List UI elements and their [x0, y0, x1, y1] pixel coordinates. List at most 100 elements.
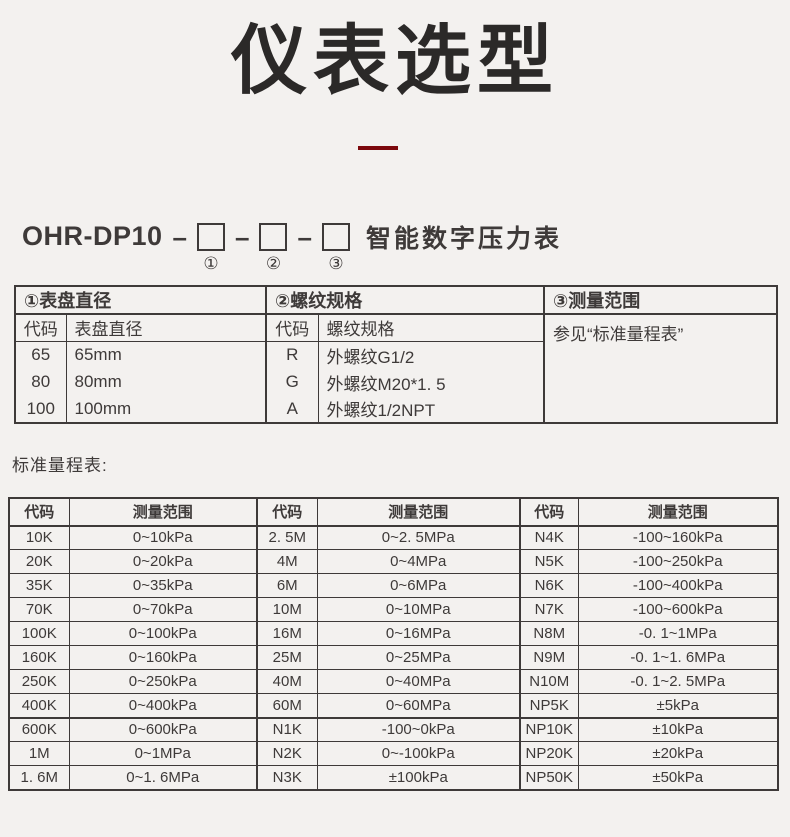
code-cell: 60M — [257, 693, 318, 719]
range-table-row: 20K 0~20kPa 4M 0~4MPa N5K -100~250kPa — [9, 549, 778, 575]
range-cell: -100~400kPa — [578, 573, 778, 599]
range-table-caption: 标准量程表: — [12, 455, 108, 475]
code-cell: A — [266, 395, 319, 423]
code-cell: N10M — [520, 669, 579, 695]
code-cell: N2K — [257, 741, 318, 767]
range-cell: 0~400kPa — [69, 693, 258, 719]
code-cell: N7K — [520, 597, 579, 623]
range-table-row: 160K 0~160kPa 25M 0~25MPa N9M -0. 1~1. 6… — [9, 645, 778, 671]
model-slot-2: ② — [259, 222, 288, 272]
code-cell: 4M — [257, 549, 318, 575]
code-cell: 80 — [15, 368, 67, 396]
code-cell: NP50K — [520, 765, 579, 790]
range-table-row: 1. 6M 0~1. 6MPa N3K ±100kPa NP50K ±50kPa — [9, 765, 778, 790]
range-cell: -100~600kPa — [578, 597, 778, 623]
range-cell: 0~2. 5MPa — [317, 525, 521, 551]
code-cell: G — [266, 368, 319, 396]
range-cell: 0~60MPa — [317, 693, 521, 719]
range-cell: -0. 1~1MPa — [578, 621, 778, 647]
page-title: 仪表选型 — [231, 19, 559, 104]
range-cell: 0~1. 6MPa — [69, 765, 258, 790]
code-cell: N8M — [520, 621, 579, 647]
model-prefix: OHR-DP10 — [22, 221, 163, 252]
model-slot-1: ① — [197, 222, 225, 272]
code-cell: 10K — [9, 525, 70, 551]
code-cell: 10M — [257, 597, 318, 623]
code-cell: 250K — [9, 669, 70, 695]
code-column-header: 代码 — [9, 497, 70, 527]
range-cell: ±10kPa — [578, 716, 778, 743]
code-cell: 20K — [9, 549, 70, 575]
code-cell: 100K — [9, 621, 70, 647]
slot-marker-1: ① — [203, 253, 219, 273]
range-cell: 0~25MPa — [317, 645, 521, 671]
selection-table: ①表盘直径 ②螺纹规格 ③测量范围 代码 表盘直径 代码 螺纹规格 参见“标准量… — [14, 284, 778, 424]
range-table-row: 1M 0~1MPa N2K 0~-100kPa NP20K ±20kPa — [9, 741, 778, 767]
code-cell: N4K — [520, 525, 579, 551]
selection-table-header-row: ①表盘直径 ②螺纹规格 ③测量范围 — [15, 285, 777, 315]
code-cell: 65 — [15, 341, 67, 369]
range-table-row: 70K 0~70kPa 10M 0~10MPa N7K -100~600kPa — [9, 597, 778, 623]
section1-code-header: 代码 — [15, 313, 67, 343]
range-cell: 0~1MPa — [69, 741, 258, 767]
range-column-header: 测量范围 — [578, 497, 778, 527]
range-cell: ±100kPa — [317, 765, 521, 790]
option-box-3 — [321, 222, 350, 251]
section2-code-header: 代码 — [266, 313, 319, 343]
value-cell: 外螺纹M20*1. 5 — [318, 368, 545, 396]
range-cell: -100~160kPa — [578, 525, 778, 551]
code-cell: N1K — [257, 716, 318, 743]
code-cell: NP20K — [520, 741, 579, 767]
value-cell: 65mm — [66, 341, 267, 369]
range-cell: 0~20kPa — [69, 549, 258, 575]
range-cell: 0~40MPa — [317, 669, 521, 695]
code-cell: 35K — [9, 573, 70, 599]
code-cell: N5K — [520, 549, 579, 575]
code-cell: NP5K — [520, 693, 579, 719]
range-table-row: 35K 0~35kPa 6M 0~6MPa N6K -100~400kPa — [9, 573, 778, 599]
code-cell: 400K — [9, 693, 70, 719]
code-cell: 100 — [15, 395, 67, 423]
section3-note: 参见“标准量程表” — [553, 324, 684, 344]
code-cell: R — [266, 341, 319, 369]
range-cell: ±50kPa — [652, 768, 704, 786]
range-cell: 0~160kPa — [69, 645, 258, 671]
range-column-header: 测量范围 — [317, 497, 521, 527]
model-slot-3: ③ — [321, 222, 350, 272]
range-cell: 0~100kPa — [69, 621, 258, 647]
model-name: 智能数字压力表 — [365, 224, 562, 253]
dash-separator: – — [297, 221, 312, 252]
range-cell: 0~35kPa — [69, 573, 258, 599]
section3-title: ③测量范围 — [544, 285, 777, 315]
section2-title: ②螺纹规格 — [266, 285, 545, 315]
section1-value-header: 表盘直径 — [66, 313, 267, 343]
code-cell: NP10K — [520, 716, 579, 743]
range-table-body: 10K 0~10kPa 2. 5M 0~2. 5MPa N4K -100~160… — [9, 525, 778, 790]
value-cell: 80mm — [66, 368, 267, 396]
code-cell: 40M — [257, 669, 318, 695]
model-code-row: OHR-DP10 – ① – ② – ③ 智能数字压力表 — [22, 221, 790, 272]
dash-separator: – — [235, 221, 250, 252]
range-column-header: 测量范围 — [69, 497, 258, 527]
range-cell: -0. 1~2. 5MPa — [578, 669, 778, 695]
code-cell: N3K — [257, 765, 318, 790]
slot-marker-2: ② — [265, 253, 282, 273]
code-column-header: 代码 — [257, 497, 318, 527]
range-table: 代码 测量范围 代码 测量范围 代码 测量范围 10K 0~10kPa 2. 5… — [8, 496, 779, 791]
code-cell: 1M — [9, 741, 70, 767]
slot-marker-3: ③ — [328, 253, 344, 273]
range-cell: 0~10kPa — [69, 525, 258, 551]
range-cell: 0~4MPa — [317, 549, 521, 575]
selection-table-row: 80 80mm G 外螺纹M20*1. 5 — [15, 368, 777, 396]
value-cell: 100mm — [66, 395, 267, 423]
range-table-row: 250K 0~250kPa 40M 0~40MPa N10M -0. 1~2. … — [9, 669, 778, 695]
value-cell: 外螺纹G1/2 — [318, 341, 545, 369]
range-cell: 0~250kPa — [69, 669, 258, 695]
selection-table-row: 65 65mm R 外螺纹G1/2 — [15, 341, 777, 369]
range-cell: 0~-100kPa — [317, 741, 521, 767]
range-cell: ±5kPa — [578, 693, 778, 719]
code-cell: N9M — [520, 645, 579, 671]
code-cell: 2. 5M — [257, 525, 318, 551]
code-cell: N6K — [520, 573, 579, 599]
range-cell: -100~0kPa — [317, 716, 521, 743]
